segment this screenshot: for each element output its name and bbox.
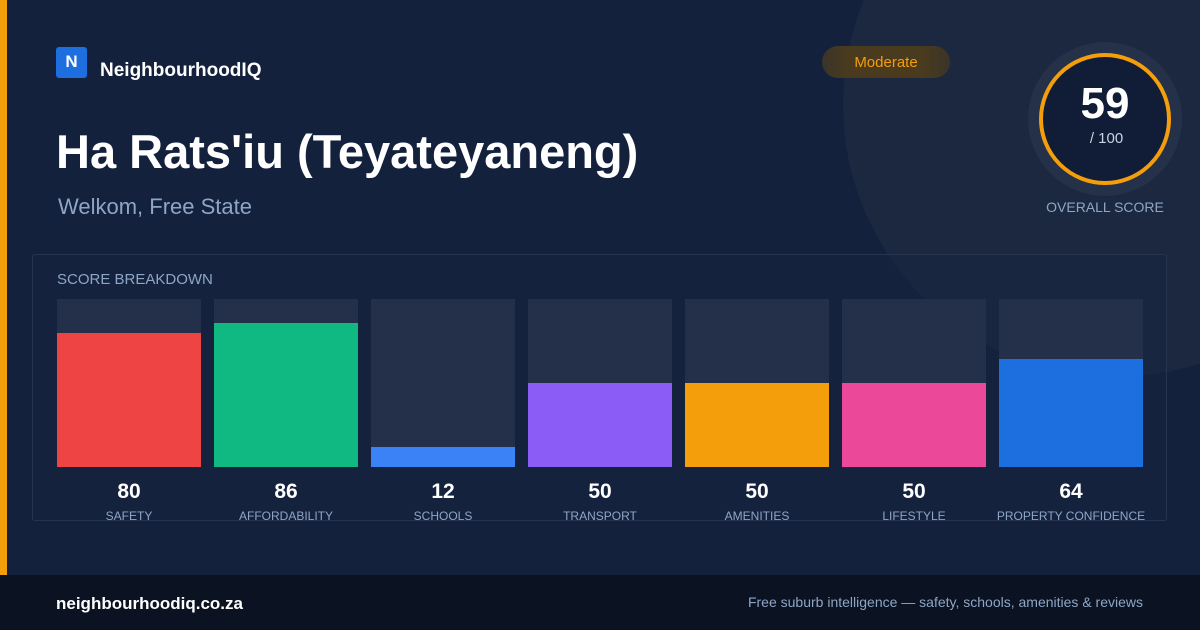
bar-value: 86 [274,480,298,503]
bar-label: AMENITIES [724,509,790,523]
bar-track [214,299,358,467]
bar-fill [214,323,358,467]
bar-label: TRANSPORT [563,509,637,523]
bar-value: 50 [902,480,926,503]
score-bar-amenities: 50 AMENITIES [685,299,829,523]
score-bar-transport: 50 TRANSPORT [528,299,672,523]
bar-label: PROPERTY CONFIDENCE [996,509,1146,523]
breakdown-title: SCORE BREAKDOWN [57,271,213,288]
score-bar-lifestyle: 50 LIFESTYLE [842,299,986,523]
bar-track [999,299,1143,467]
bar-fill [57,333,201,467]
bar-value: 50 [745,480,769,503]
bar-value: 64 [1059,480,1083,503]
bar-value: 80 [117,480,141,503]
brand-logo[interactable]: N NeighbourhoodIQ [56,45,261,82]
score-bar-schools: 12 SCHOOLS [371,299,515,523]
bar-track [57,299,201,467]
bar-label: LIFESTYLE [882,509,946,523]
footer-domain-link[interactable]: neighbourhoodiq.co.za [56,594,243,613]
bar-track [528,299,672,467]
suburb-location: Welkom, Free State [58,194,252,219]
brand-name: NeighbourhoodIQ [100,60,262,81]
breakdown-bars: 80 SAFETY 86 AFFORDABILITY 12 SCHOOLS 50 TRANSP… [57,299,1145,523]
overall-score-label: OVERALL SCORE [1046,199,1164,215]
footer: neighbourhoodiq.co.za Free suburb intell… [0,575,1200,630]
score-bar-safety: 80 SAFETY [57,299,201,523]
bar-label: SAFETY [105,509,153,523]
bar-value: 50 [588,480,612,503]
overall-score-gauge: 59 / 100 [1028,42,1182,196]
score-breakdown-panel: SCORE BREAKDOWN 80 SAFETY 86 AFFORDABILITY 1… [32,254,1167,523]
score-bar-property-confidence: 64 PROPERTY CONFIDENCE [997,299,1145,523]
score-bar-affordability: 86 AFFORDABILITY [214,299,358,523]
overall-score-max: / 100 [1089,130,1124,147]
overall-score-value: 59 [1080,79,1130,128]
accent-bar [0,0,7,575]
footer-tagline: Free suburb intelligence — safety, schoo… [747,594,1143,610]
bar-fill [999,359,1143,467]
rating-badge: Moderate [822,46,950,78]
bar-fill [371,447,515,467]
bar-fill [685,383,829,467]
brand-mark-icon: N [56,46,87,78]
suburb-title: Ha Rats'iu (Teyateyaneng) [56,125,639,178]
share-card: N NeighbourhoodIQ Moderate Ha Rats'iu (T… [0,0,1200,575]
bar-track [685,299,829,467]
bar-label: SCHOOLS [413,509,473,523]
bar-fill [842,383,986,467]
bar-label: AFFORDABILITY [238,509,333,523]
score-ring-icon [1028,42,1182,196]
bar-value: 12 [431,480,455,503]
bar-track [371,299,515,467]
bar-fill [528,383,672,467]
bar-track [842,299,986,467]
